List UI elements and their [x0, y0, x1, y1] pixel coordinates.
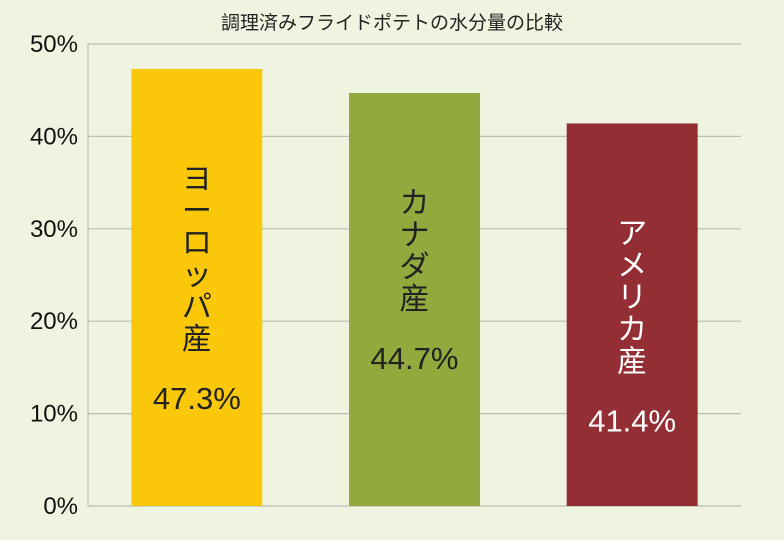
bar-label-char: ッ: [182, 258, 212, 293]
bar-label-char: カ: [400, 186, 430, 221]
y-tick-label: 40%: [30, 123, 78, 150]
bar-label-char: ア: [617, 216, 647, 251]
bar-label-char: メ: [617, 248, 647, 283]
bar-value-label: 44.7%: [371, 341, 459, 376]
bar-label-char: ダ: [400, 250, 430, 285]
bar-value-label: 47.3%: [153, 381, 241, 416]
bar: [349, 92, 480, 507]
bar-label-char: ロ: [182, 226, 212, 261]
bar-label-char: ー: [182, 194, 212, 229]
bar-label-char: 産: [400, 282, 430, 317]
bar: [566, 123, 698, 507]
y-tick-label: 10%: [30, 401, 78, 428]
chart-title: 調理済みフライドポテトの水分量の比較: [220, 12, 563, 34]
bar-label-char: カ: [617, 312, 647, 347]
bar-label-char: ナ: [400, 218, 430, 253]
bar: [131, 68, 263, 506]
bar-label-char: ヨ: [182, 162, 212, 197]
bar-label-char: リ: [617, 280, 647, 315]
y-tick-label: 30%: [30, 216, 78, 243]
y-tick-label: 50%: [30, 31, 78, 58]
y-tick-label: 0%: [43, 493, 78, 520]
bar-label-char: パ: [182, 290, 212, 325]
bar-label-char: 産: [617, 344, 647, 379]
bar-label-char: 産: [182, 322, 212, 357]
bar-value-label: 41.4%: [588, 403, 676, 438]
y-tick-label: 20%: [30, 308, 78, 335]
